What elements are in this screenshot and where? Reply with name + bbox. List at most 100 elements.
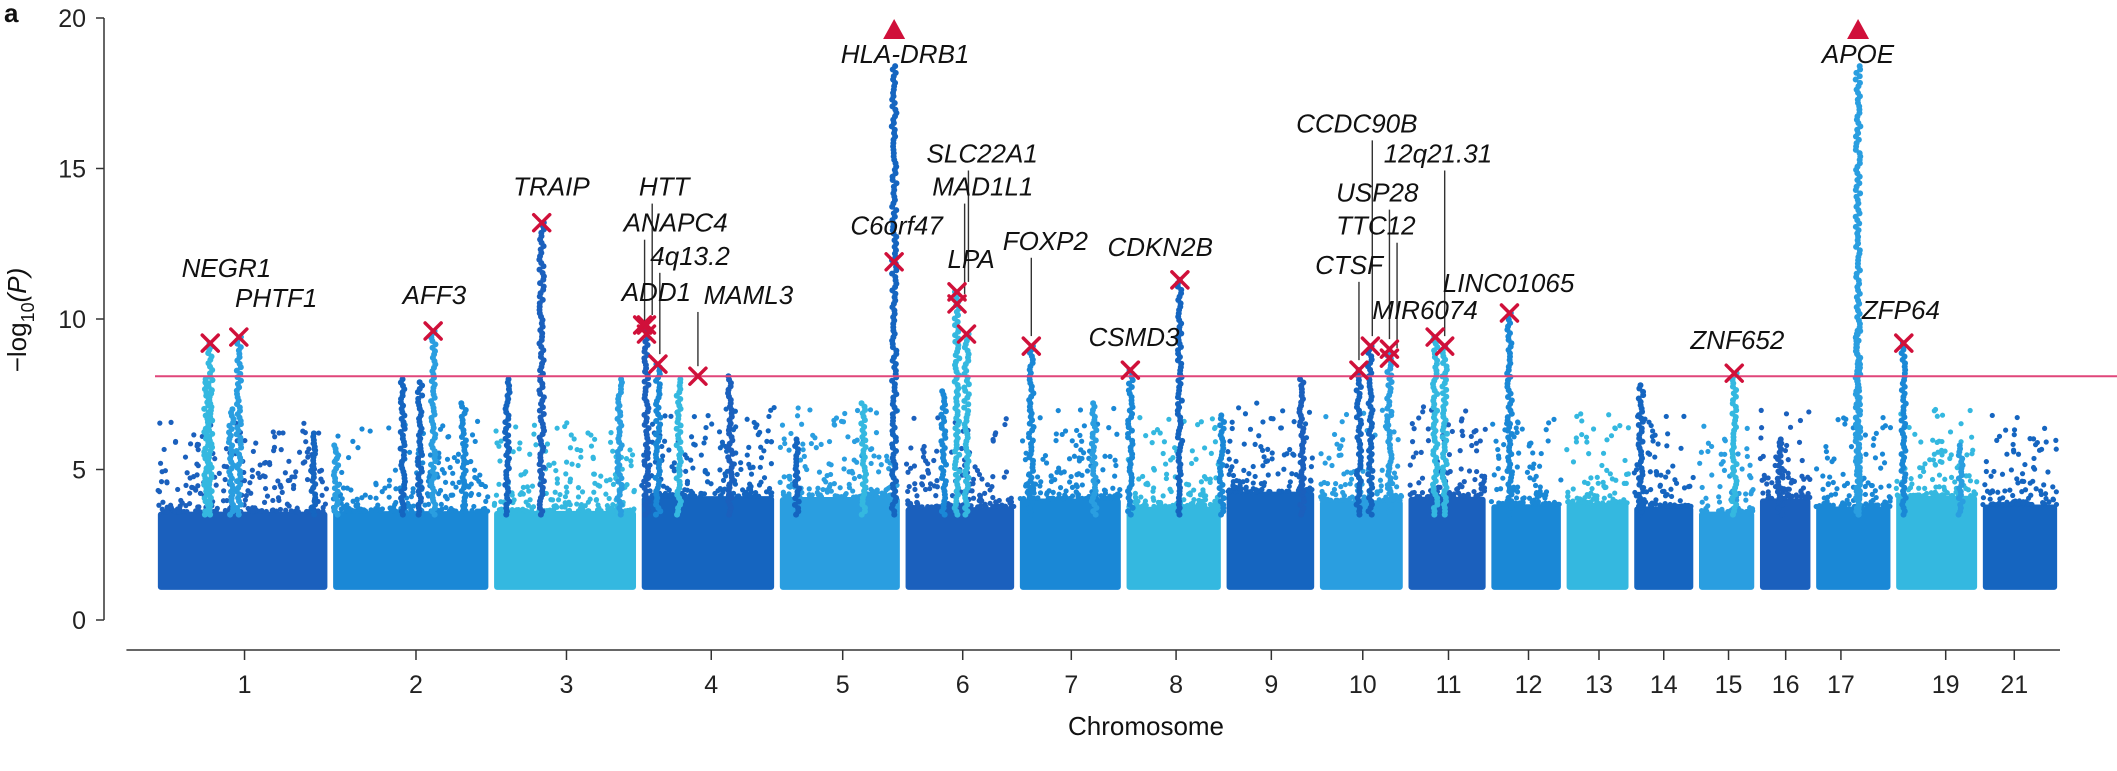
data-point: [1699, 484, 1705, 491]
data-point: [496, 481, 502, 487]
data-point: [1873, 430, 1879, 436]
data-point: [1665, 431, 1671, 437]
data-point: [1229, 419, 1235, 425]
data-point: [1269, 456, 1275, 462]
data-point: [1140, 473, 1146, 480]
data-point: [1939, 452, 1945, 458]
data-point: [996, 497, 1002, 504]
data-point: [1117, 486, 1123, 493]
data-point: [373, 495, 379, 501]
data-point: [1160, 450, 1166, 457]
data-point: [1744, 453, 1750, 460]
data-point: [301, 420, 307, 426]
data-point: [1527, 441, 1533, 447]
data-point: [1870, 442, 1876, 448]
data-point: [1037, 490, 1044, 496]
data-point: [1540, 501, 1546, 507]
data-point: [1863, 451, 1869, 457]
data-point: [1875, 502, 1881, 508]
x-tick-label: 7: [1064, 671, 1078, 699]
data-point: [1657, 502, 1663, 508]
data-point: [1929, 476, 1936, 483]
data-point: [531, 431, 537, 437]
x-tick-label: 9: [1264, 671, 1278, 699]
data-point: [1478, 486, 1484, 492]
data-point: [1212, 425, 1218, 432]
data-point: [1284, 451, 1290, 457]
data-point: [1764, 481, 1770, 487]
data-point: [1570, 486, 1576, 492]
data-point: [934, 503, 940, 509]
data-point: [1898, 451, 1905, 458]
base-band: [1019, 498, 1121, 590]
data-point: [2042, 425, 2048, 431]
data-point: [1019, 438, 1026, 444]
data-point: [276, 430, 282, 436]
data-point: [361, 508, 368, 514]
data-point: [1365, 471, 1372, 478]
data-point: [1338, 484, 1344, 490]
data-point: [1409, 439, 1416, 445]
peak: [1125, 367, 1136, 518]
data-point: [786, 447, 792, 453]
data-point: [701, 440, 707, 446]
data-point: [657, 421, 664, 428]
data-point: [375, 502, 381, 508]
data-point: [1388, 408, 1395, 415]
data-point: [1716, 499, 1723, 505]
data-point: [1076, 455, 1082, 461]
data-point: [1662, 493, 1669, 499]
data-point: [195, 463, 201, 469]
data-point: [182, 454, 189, 460]
data-point: [1410, 454, 1416, 460]
data-point: [1785, 470, 1791, 476]
data-point: [315, 508, 321, 514]
data-point: [264, 493, 271, 499]
data-point: [1664, 443, 1670, 449]
data-point: [757, 464, 763, 470]
data-point: [666, 487, 672, 493]
data-point: [832, 422, 838, 428]
data-point: [1191, 487, 1197, 493]
data-point: [2011, 432, 2017, 438]
data-point: [837, 485, 843, 491]
data-point: [247, 480, 253, 486]
data-point: [1600, 450, 1607, 456]
data-point: [323, 486, 330, 492]
data-point: [931, 457, 937, 464]
data-point: [575, 494, 582, 500]
data-point: [2010, 492, 2016, 499]
data-point: [1329, 490, 1336, 496]
data-point: [1989, 412, 1995, 419]
data-point: [1670, 463, 1676, 469]
data-point: [733, 424, 739, 430]
data-point: [1114, 431, 1120, 437]
data-point: [1074, 427, 1080, 434]
data-point: [787, 484, 793, 490]
data-point: [1878, 465, 1884, 471]
data-point: [961, 384, 968, 391]
data-point: [282, 470, 288, 476]
data-point: [1698, 449, 1704, 455]
data-point: [1515, 484, 1521, 490]
data-point: [1252, 473, 1258, 480]
data-point: [628, 463, 634, 469]
data-point: [610, 481, 617, 487]
data-point: [386, 483, 392, 489]
data-point: [645, 425, 652, 432]
peak: [1852, 63, 1864, 518]
data-point: [213, 482, 219, 488]
data-point: [1149, 439, 1155, 446]
data-point: [574, 446, 580, 453]
data-point: [1035, 495, 1041, 501]
peak: [1439, 343, 1451, 518]
data-point: [1601, 495, 1607, 501]
data-point: [603, 491, 609, 497]
data-point: [821, 476, 827, 483]
data-point: [786, 473, 793, 479]
data-point: [1527, 475, 1533, 481]
data-point: [1840, 471, 1846, 477]
data-point: [1383, 494, 1389, 500]
data-point: [1824, 455, 1831, 461]
